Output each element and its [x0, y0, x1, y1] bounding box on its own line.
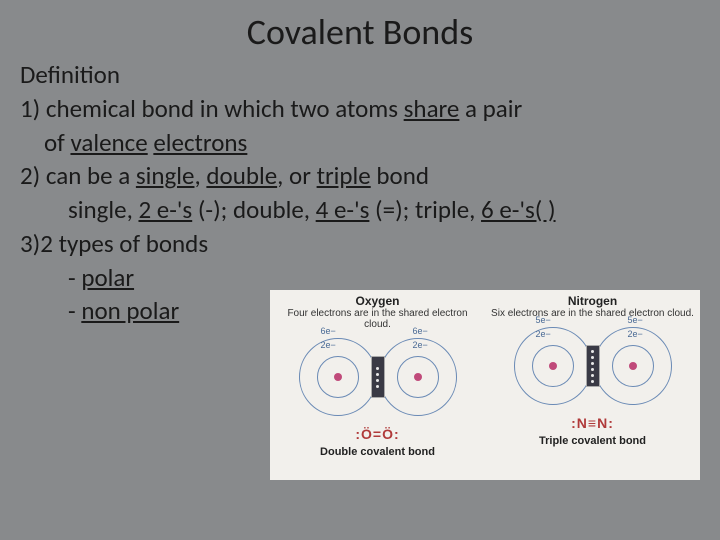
nitrogen-lewis: :N≡N: [571, 415, 614, 431]
underline-nonpolar: non polar [81, 295, 179, 326]
electron-label-inner: 2e− [413, 340, 428, 350]
nucleus [334, 373, 342, 381]
oxygen-title: Oxygen [355, 294, 399, 308]
oxygen-atoms: 6e− 2e− 6e− 2e− [299, 332, 457, 422]
text: single, [68, 194, 138, 225]
text: (=); triple, [369, 194, 481, 225]
oxygen-lewis: :Ö=Ö: [355, 426, 399, 442]
oxygen-caption: Double covalent bond [320, 446, 435, 458]
definition-line-2b: single, 2 e-'s (-); double, 4 e-'s (=); … [20, 193, 700, 227]
definition-line-2: 2) can be a single, double, or triple bo… [20, 159, 700, 193]
bond-dot [591, 374, 594, 377]
bond-dot [591, 362, 594, 365]
underline-6e: 6 e-'s( ) [481, 194, 556, 225]
definition-line-1: 1) chemical bond in which two atoms shar… [20, 92, 700, 126]
underline-single: single [136, 160, 195, 191]
bond-dot [591, 356, 594, 359]
electron-label-outer: 6e− [321, 326, 336, 336]
bond-box-double [371, 356, 385, 398]
oxygen-atom-left: 6e− 2e− [299, 338, 377, 416]
nitrogen-atoms: 5e− 2e− 5e− 2e− [514, 321, 672, 411]
electron-label-outer: 5e− [536, 315, 551, 325]
nucleus [414, 373, 422, 381]
text: of [44, 127, 70, 158]
bond-dot [591, 380, 594, 383]
text: , [194, 160, 206, 191]
nucleus [629, 362, 637, 370]
underline-valence: valence [70, 127, 147, 158]
oxygen-panel: Oxygen Four electrons are in the shared … [270, 290, 485, 480]
definition-label: Definition [20, 58, 700, 92]
bond-dot [376, 373, 379, 376]
electron-label-inner: 2e− [321, 340, 336, 350]
bond-dot [591, 368, 594, 371]
electron-label-inner: 2e− [536, 329, 551, 339]
oxygen-atom-right: 6e− 2e− [379, 338, 457, 416]
bond-diagram: Oxygen Four electrons are in the shared … [270, 290, 700, 480]
slide: Covalent Bonds Definition 1) chemical bo… [0, 0, 720, 540]
underline-share: share [404, 93, 460, 124]
text: bond [371, 160, 429, 191]
nucleus [549, 362, 557, 370]
electron-label-outer: 6e− [413, 326, 428, 336]
underline-2e: 2 e-'s [138, 194, 192, 225]
bond-box-triple [586, 345, 600, 387]
definition-line-1b: of valence electrons [20, 126, 700, 160]
text: a pair [459, 93, 522, 124]
nitrogen-panel: Nitrogen Six electrons are in the shared… [485, 290, 700, 480]
oxygen-subtitle: Four electrons are in the shared electro… [274, 308, 481, 330]
text: - [68, 262, 81, 293]
electron-label-inner: 2e− [628, 329, 643, 339]
nitrogen-subtitle: Six electrons are in the shared electron… [491, 308, 694, 319]
underline-triple: triple [317, 160, 371, 191]
underline-electrons: electrons [153, 127, 247, 158]
text: 2) can be a [20, 160, 136, 191]
slide-title: Covalent Bonds [20, 10, 700, 54]
bond-dot [591, 350, 594, 353]
nitrogen-caption: Triple covalent bond [539, 435, 646, 447]
text: - [68, 295, 81, 326]
bond-dot [376, 385, 379, 388]
text: (-); double, [192, 194, 315, 225]
nitrogen-atom-right: 5e− 2e− [594, 327, 672, 405]
underline-double: double [206, 160, 277, 191]
electron-label-outer: 5e− [628, 315, 643, 325]
nitrogen-atom-left: 5e− 2e− [514, 327, 592, 405]
definition-line-3: 3)2 types of bonds [20, 227, 700, 261]
text: 1) chemical bond in which two atoms [20, 93, 404, 124]
nitrogen-title: Nitrogen [568, 294, 617, 308]
bond-dot [376, 367, 379, 370]
text: , or [277, 160, 316, 191]
underline-polar: polar [81, 262, 134, 293]
bond-dot [376, 379, 379, 382]
underline-4e: 4 e-'s [316, 194, 370, 225]
